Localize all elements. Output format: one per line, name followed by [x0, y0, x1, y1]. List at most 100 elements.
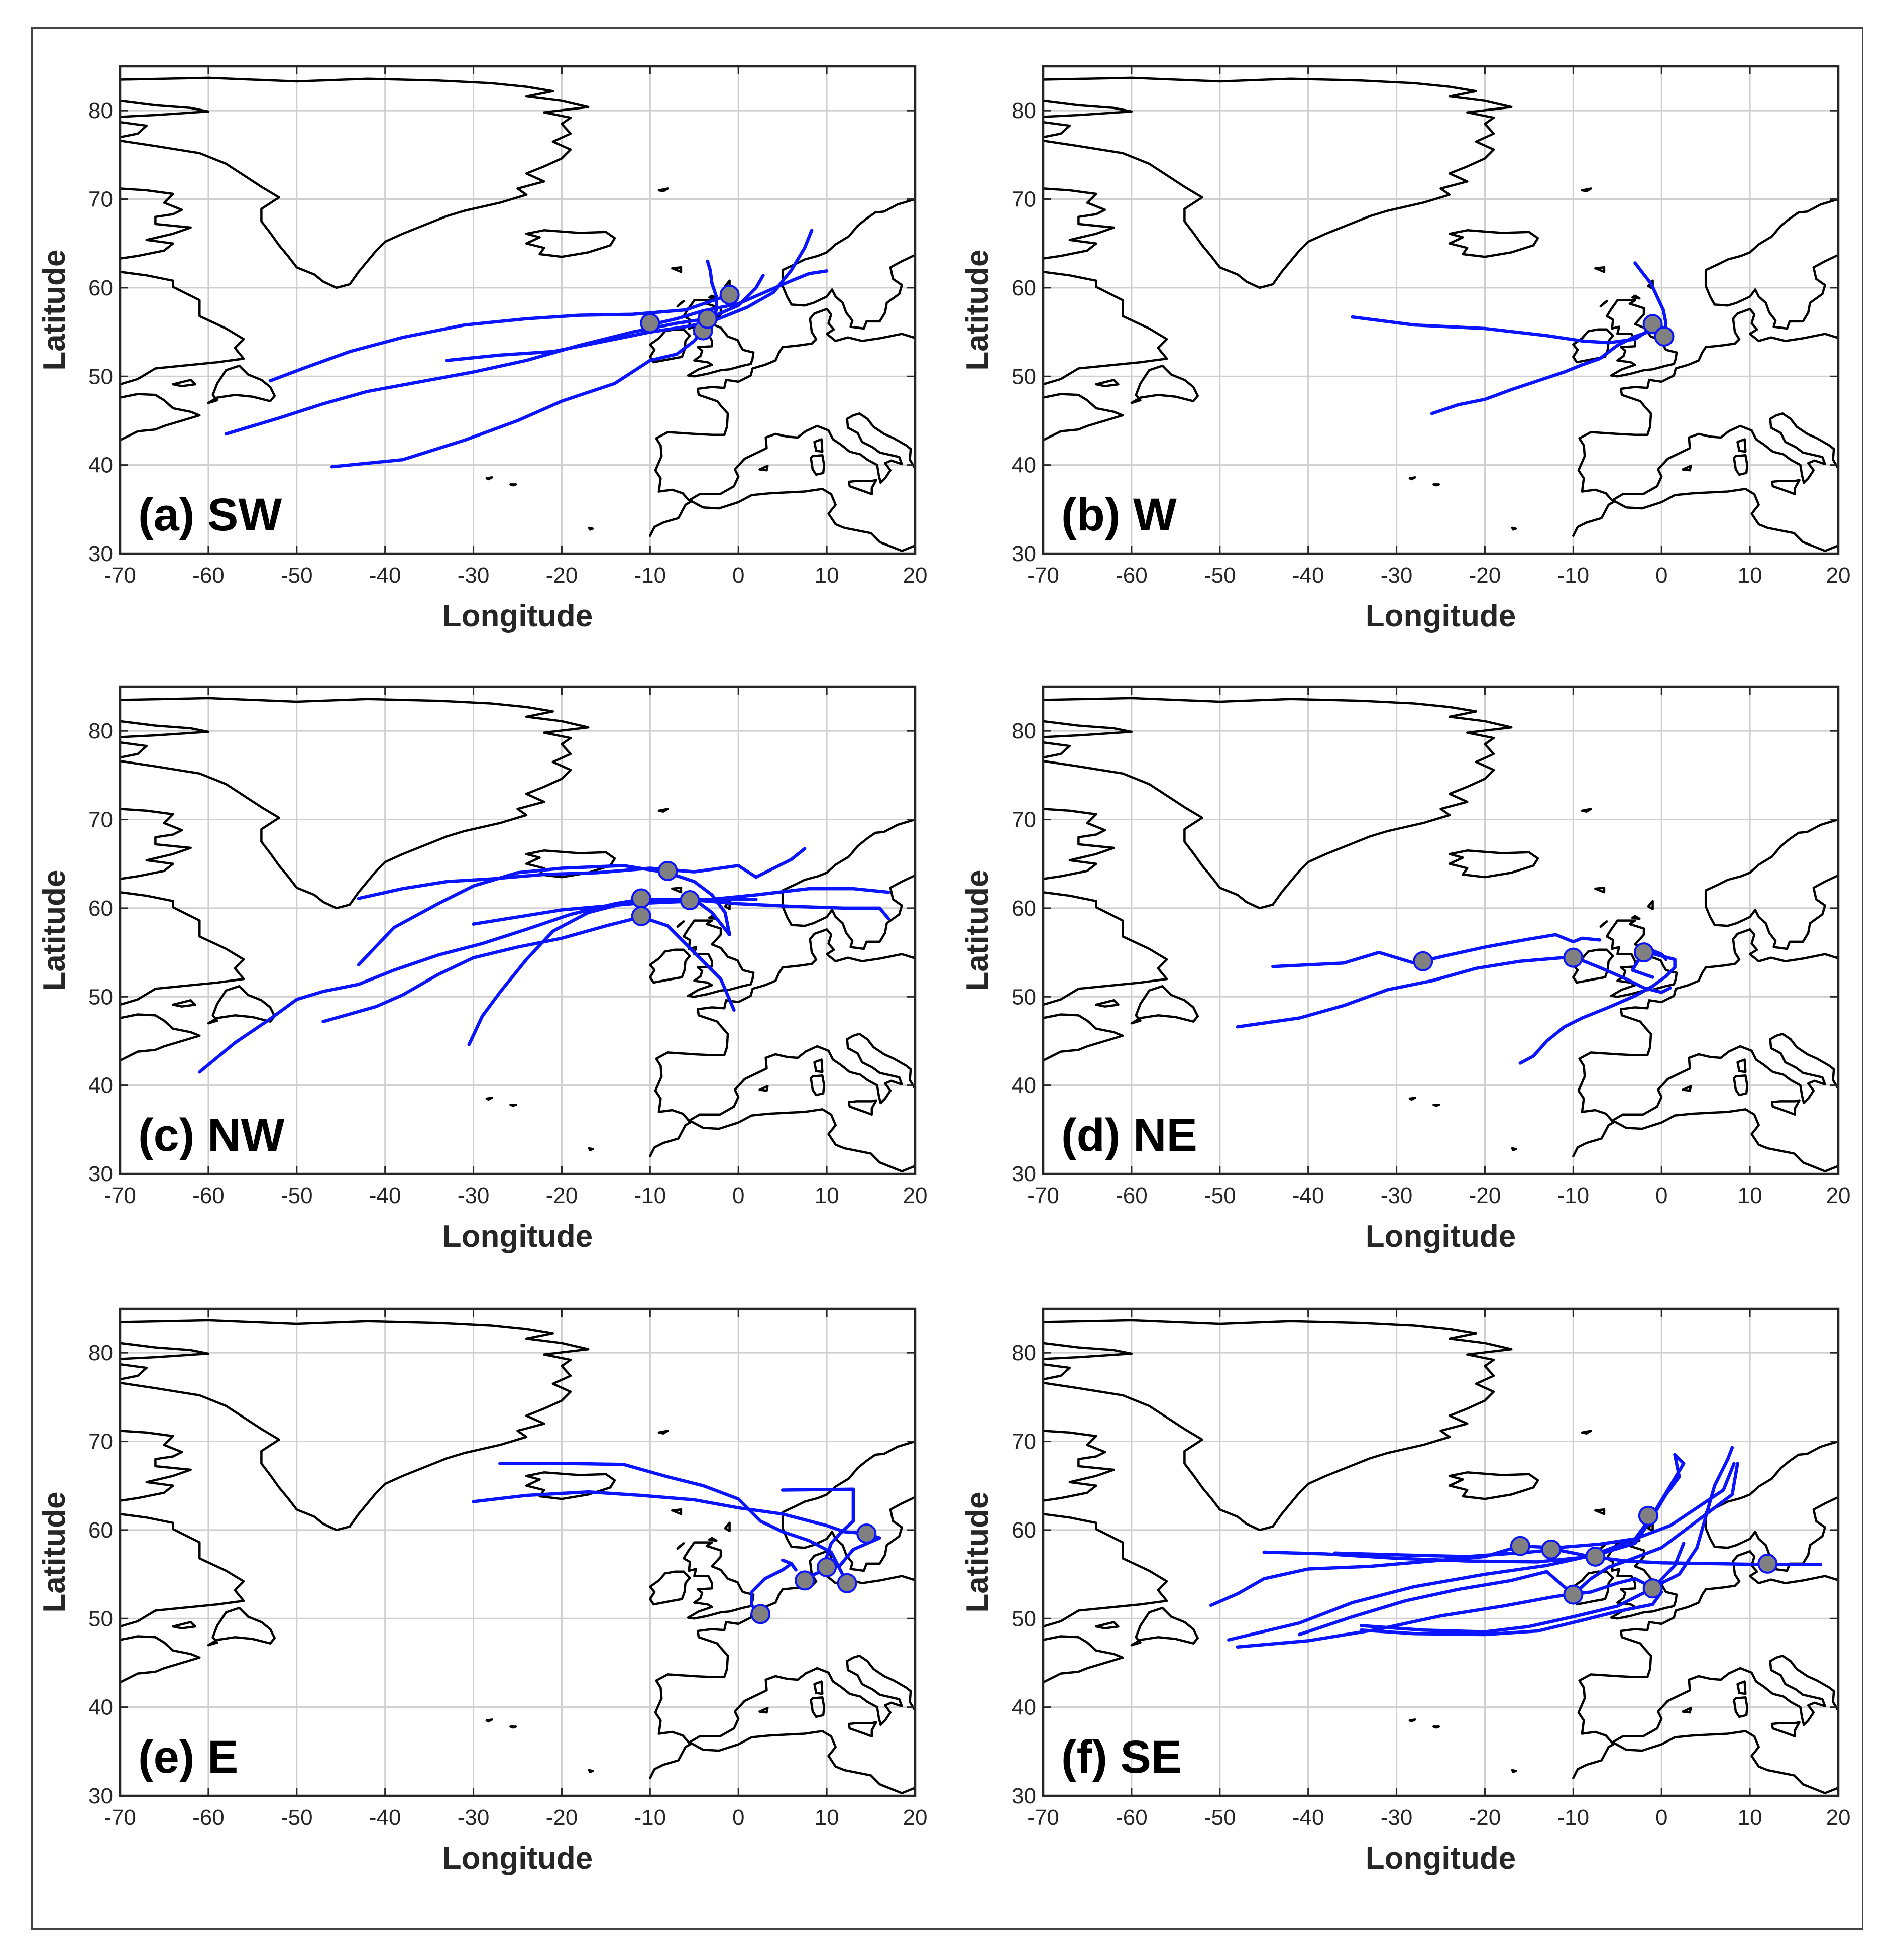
y-tick-label: 50	[88, 364, 113, 389]
y-tick-label: 30	[1012, 1162, 1036, 1186]
y-tick-label: 80	[1012, 1341, 1036, 1365]
coastline-segment	[1511, 1769, 1517, 1773]
coastline-segment	[485, 1718, 493, 1723]
track-marker	[680, 890, 700, 911]
coastline-segment	[1581, 1033, 1838, 1122]
coastline-segment	[649, 1730, 915, 1794]
coastline-segment	[676, 920, 685, 928]
storm-track	[693, 898, 731, 937]
plot-area	[1043, 66, 1838, 554]
coastline-segment	[1736, 1058, 1747, 1073]
y-tick-label: 70	[1012, 187, 1036, 212]
coastline-segment	[207, 1606, 276, 1647]
coastline-segment	[1043, 1363, 1071, 1381]
coastline-segment	[1043, 741, 1071, 759]
coastline-segment	[1043, 1430, 1115, 1502]
coastlines	[120, 697, 915, 1172]
axes-box	[119, 65, 917, 555]
coastline-segment	[671, 266, 683, 273]
coastlines	[1043, 697, 1838, 1172]
x-axis-title: Longitude	[442, 1219, 593, 1254]
y-tick-label: 80	[88, 719, 113, 743]
ticks: -70 -60 -50 -40 -30 -20 -10 0 10 20 30 40 50 60 70 80	[1012, 687, 1850, 1208]
coastline-segment	[120, 187, 192, 260]
y-tick-label: 50	[1012, 1606, 1036, 1631]
storm-track	[1236, 1446, 1734, 1649]
storm-track	[1297, 1462, 1739, 1637]
y-tick-label: 30	[88, 541, 113, 566]
coastlines	[1043, 76, 1838, 552]
coastline-segment	[1572, 488, 1838, 552]
coastline-segment	[1581, 187, 1592, 192]
coastline-segment	[813, 1058, 824, 1073]
x-tick-label: -30	[458, 563, 490, 588]
coastline-segment	[1043, 187, 1115, 260]
coastline-segment	[928, 1508, 933, 1529]
panel-label: (d) NE	[1061, 1110, 1197, 1161]
coastline-segment	[1581, 808, 1592, 813]
x-tick-label: -60	[192, 1805, 225, 1830]
coastline-segment	[790, 1496, 915, 1572]
x-axis-title: Longitude	[1366, 1219, 1516, 1254]
coastline-segment	[813, 438, 824, 453]
y-tick-label: 60	[1012, 896, 1036, 921]
x-tick-label: -20	[546, 563, 578, 588]
track-marker	[856, 1523, 877, 1544]
coastline-segment	[1572, 948, 1614, 984]
plot-area	[120, 66, 915, 554]
y-tick-label: 30	[1012, 1784, 1036, 1808]
coastline-segment	[207, 985, 276, 1025]
coastline-segment	[1095, 999, 1120, 1008]
x-tick-label: -50	[1204, 1183, 1236, 1208]
track-markers	[640, 285, 740, 341]
x-tick-label: -50	[281, 563, 313, 588]
x-tick-label: 20	[903, 563, 928, 588]
storm-track	[1359, 1542, 1686, 1634]
storm-track	[472, 887, 890, 926]
y-tick-label: 40	[1012, 1695, 1036, 1720]
coastline-segment	[120, 1635, 201, 1684]
coastline-segment	[1851, 1508, 1856, 1529]
y-tick-label: 30	[88, 1784, 113, 1808]
axes-box	[1042, 65, 1840, 555]
coastline-segment	[172, 1621, 196, 1629]
x-axis-title: Longitude	[1366, 599, 1516, 633]
track-marker	[1563, 1584, 1584, 1605]
coastline-segment	[1043, 1319, 1513, 1532]
coastline-segment	[708, 1537, 718, 1542]
x-tick-label: -10	[1557, 563, 1590, 588]
y-tick-label: 80	[88, 1341, 113, 1365]
x-tick-label: -40	[1292, 1183, 1324, 1208]
plot-area	[120, 687, 915, 1174]
coastline-segment	[1448, 1471, 1539, 1500]
x-tick-label: -70	[104, 1805, 136, 1830]
x-tick-label: -50	[1204, 563, 1236, 588]
coastline-segment	[120, 270, 245, 386]
coastline-segment	[525, 1471, 616, 1500]
x-tick-label: 10	[815, 563, 839, 588]
coastline-segment	[813, 1680, 824, 1695]
axes-box	[1042, 685, 1840, 1175]
coastline-segment	[509, 1725, 517, 1729]
coastline-segment	[657, 1033, 915, 1122]
coastline-segment	[1631, 915, 1641, 920]
coastline-segment	[1605, 1541, 1678, 1620]
coastline-segment	[671, 887, 683, 894]
coastline-segment	[1432, 1104, 1440, 1107]
storm-track	[357, 847, 807, 900]
x-axis-title: Longitude	[442, 1841, 593, 1876]
y-tick-label: 70	[88, 1430, 113, 1454]
coastline-segment	[509, 483, 517, 487]
storm-track	[648, 269, 829, 327]
coastline-segment	[847, 1721, 877, 1738]
track-marker	[750, 1604, 771, 1624]
coastline-segment	[1631, 294, 1641, 300]
x-tick-label: 10	[1738, 563, 1762, 588]
x-tick-label: -50	[1204, 1805, 1236, 1830]
x-axis-title: Longitude	[1366, 1841, 1516, 1876]
track-marker	[1642, 1578, 1663, 1599]
x-tick-label: -60	[192, 1183, 225, 1208]
coastline-segment	[1043, 1013, 1124, 1062]
track-markers	[1510, 1505, 1778, 1605]
coastline-segment	[120, 1512, 245, 1628]
